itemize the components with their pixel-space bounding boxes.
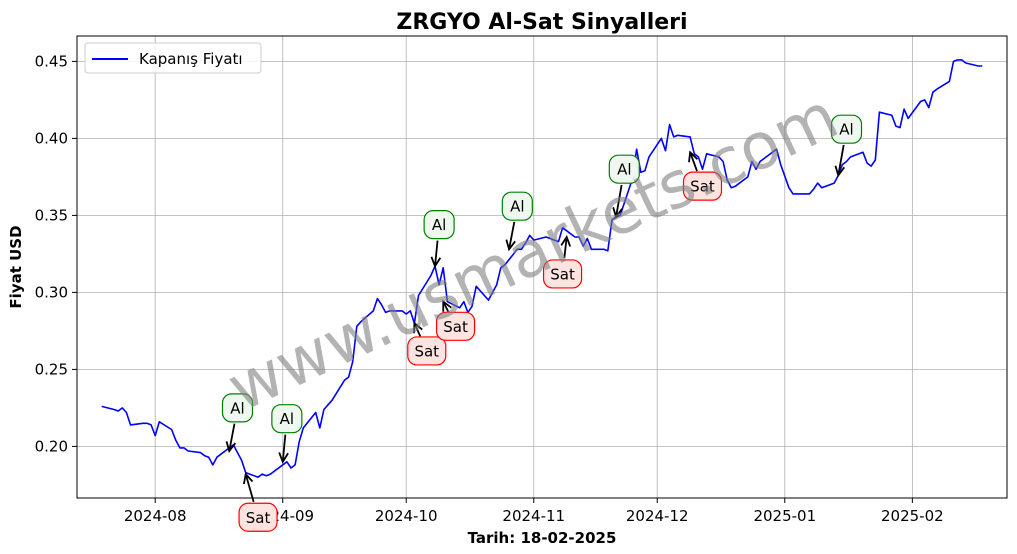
- x-tick-label: 2025-01: [753, 507, 816, 525]
- legend-label: Kapanış Fiyatı: [139, 50, 243, 68]
- signal-label: Sat: [414, 342, 439, 360]
- legend-box: [84, 42, 262, 74]
- sell-signal: Sat: [682, 150, 723, 201]
- signal-arrow: [228, 423, 236, 452]
- x-tick-label: 2024-08: [124, 507, 187, 525]
- signal-arrow: [434, 240, 439, 267]
- arrow-head: [560, 234, 572, 247]
- signal-label: Al: [432, 216, 446, 234]
- x-axis-label: Tarih: 18-02-2025: [468, 529, 617, 547]
- x-tick-label: 2024-10: [375, 507, 438, 525]
- signal-label: Sat: [550, 265, 575, 283]
- signal-arrow: [281, 434, 287, 462]
- arrow-head: [413, 321, 423, 334]
- legend: Kapanış Fiyatı: [84, 42, 262, 74]
- arrow-head: [278, 452, 289, 464]
- chart-title: ZRGYO Al-Sat Sinyalleri: [396, 10, 687, 35]
- buy-signal: Al: [830, 114, 863, 178]
- arrow-head: [505, 239, 516, 252]
- arrow-head: [242, 472, 254, 485]
- signal-label: Al: [510, 198, 524, 216]
- signal-box: [435, 311, 476, 341]
- y-tick-label: 0.40: [35, 129, 68, 147]
- signal-box: [830, 114, 863, 144]
- signal-arrow: [413, 322, 422, 337]
- y-axis: 0.20 0.25 0.30 0.35 0.40 0.45: [35, 52, 77, 455]
- x-tick-label: 2025-02: [881, 507, 944, 525]
- y-tick-label: 0.35: [35, 206, 68, 224]
- buy-signal: Al: [423, 210, 455, 269]
- signal-box: [608, 154, 640, 184]
- y-tick-label: 0.30: [35, 283, 68, 301]
- signal-arrow: [244, 473, 255, 503]
- buy-signal: Al: [271, 404, 303, 464]
- signal-box: [542, 259, 583, 289]
- signal-box: [682, 171, 723, 201]
- y-axis-label: Fiyat USD: [7, 225, 25, 308]
- signal-box: [271, 404, 303, 434]
- arrow-head: [688, 150, 699, 163]
- signal-arrow: [689, 151, 698, 172]
- signal-box: [423, 210, 455, 240]
- x-tick-label: 2024-12: [626, 507, 689, 525]
- y-tick-label: 0.25: [35, 360, 68, 378]
- signal-box: [221, 393, 254, 423]
- signal-arrow: [563, 236, 568, 259]
- sell-signal: Sat: [238, 472, 278, 532]
- signal-label: Sat: [246, 509, 271, 527]
- signal-box: [407, 336, 447, 366]
- arrow-head: [442, 299, 452, 312]
- y-tick-label: 0.45: [35, 52, 68, 70]
- sell-signal: Sat: [435, 299, 476, 341]
- signal-arrow: [615, 184, 623, 218]
- signal-label: Sat: [690, 178, 715, 196]
- signal-box: [501, 191, 533, 221]
- axes-frame: [76, 35, 1008, 499]
- signal-box: [238, 502, 278, 532]
- signal-arrow: [837, 144, 845, 176]
- signal-label: Al: [617, 161, 631, 179]
- arrow-head: [225, 441, 237, 454]
- buy-signal: Al: [501, 191, 533, 252]
- y-tick-label: 0.20: [35, 437, 68, 455]
- signal-label: Al: [839, 121, 853, 139]
- signal-label: Al: [280, 410, 294, 428]
- arrow-head: [612, 207, 623, 219]
- sell-signal: Sat: [542, 234, 583, 289]
- buy-signal: Al: [608, 154, 640, 219]
- arrow-head: [834, 165, 846, 178]
- arrow-head: [430, 256, 442, 269]
- x-tick-label: 2024-11: [502, 507, 565, 525]
- signal-arrow: [508, 221, 516, 250]
- sell-signal: Sat: [407, 321, 447, 366]
- signal-label: Sat: [443, 318, 468, 336]
- signal-label: Al: [230, 399, 244, 417]
- buy-signal: Al: [221, 393, 254, 454]
